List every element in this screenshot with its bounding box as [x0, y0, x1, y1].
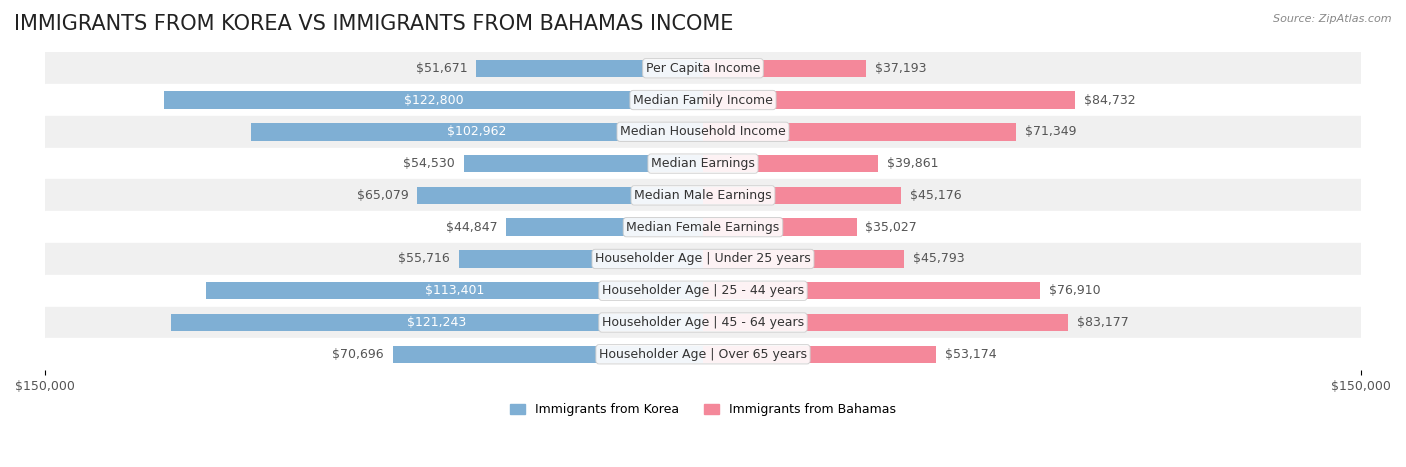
Bar	[172, 314, 703, 331]
Text: $45,793: $45,793	[912, 253, 965, 265]
Text: $45,176: $45,176	[910, 189, 962, 202]
Text: $84,732: $84,732	[1084, 93, 1135, 106]
Text: $121,243: $121,243	[408, 316, 467, 329]
Bar	[45, 243, 1361, 275]
Bar	[703, 314, 1069, 331]
Bar	[703, 155, 877, 172]
Bar	[458, 250, 703, 268]
Text: $83,177: $83,177	[1077, 316, 1129, 329]
Bar	[205, 282, 703, 299]
Bar	[45, 211, 1361, 243]
Text: $76,910: $76,910	[1049, 284, 1101, 297]
Bar	[703, 346, 936, 363]
Text: $71,349: $71,349	[1025, 125, 1076, 138]
Text: $55,716: $55,716	[398, 253, 450, 265]
Text: $44,847: $44,847	[446, 221, 498, 234]
Bar	[45, 275, 1361, 307]
Text: Median Female Earnings: Median Female Earnings	[627, 221, 779, 234]
Bar	[703, 123, 1017, 141]
Bar	[703, 91, 1074, 109]
Bar	[703, 250, 904, 268]
Bar	[45, 307, 1361, 339]
Bar	[703, 187, 901, 204]
Text: $54,530: $54,530	[404, 157, 456, 170]
Text: $53,174: $53,174	[945, 348, 997, 361]
Bar	[45, 84, 1361, 116]
Bar	[45, 339, 1361, 370]
Text: $102,962: $102,962	[447, 125, 506, 138]
Bar	[165, 91, 703, 109]
Text: IMMIGRANTS FROM KOREA VS IMMIGRANTS FROM BAHAMAS INCOME: IMMIGRANTS FROM KOREA VS IMMIGRANTS FROM…	[14, 14, 734, 34]
Text: $70,696: $70,696	[332, 348, 384, 361]
Bar	[418, 187, 703, 204]
Bar	[252, 123, 703, 141]
Text: $39,861: $39,861	[887, 157, 938, 170]
Text: Median Family Income: Median Family Income	[633, 93, 773, 106]
Text: Householder Age | 45 - 64 years: Householder Age | 45 - 64 years	[602, 316, 804, 329]
Text: Source: ZipAtlas.com: Source: ZipAtlas.com	[1274, 14, 1392, 24]
Bar	[703, 219, 856, 236]
Text: $122,800: $122,800	[404, 93, 464, 106]
Bar	[45, 148, 1361, 179]
Bar	[45, 52, 1361, 84]
Text: $65,079: $65,079	[357, 189, 409, 202]
Text: $51,671: $51,671	[416, 62, 468, 75]
Text: Per Capita Income: Per Capita Income	[645, 62, 761, 75]
Bar	[45, 179, 1361, 211]
Text: Median Household Income: Median Household Income	[620, 125, 786, 138]
Legend: Immigrants from Korea, Immigrants from Bahamas: Immigrants from Korea, Immigrants from B…	[505, 398, 901, 421]
Bar	[392, 346, 703, 363]
Text: Median Male Earnings: Median Male Earnings	[634, 189, 772, 202]
Text: $37,193: $37,193	[875, 62, 927, 75]
Bar	[45, 116, 1361, 148]
Bar	[703, 282, 1040, 299]
Text: Householder Age | Under 25 years: Householder Age | Under 25 years	[595, 253, 811, 265]
Bar	[506, 219, 703, 236]
Bar	[464, 155, 703, 172]
Text: Householder Age | Over 65 years: Householder Age | Over 65 years	[599, 348, 807, 361]
Text: Householder Age | 25 - 44 years: Householder Age | 25 - 44 years	[602, 284, 804, 297]
Bar	[703, 59, 866, 77]
Text: $35,027: $35,027	[866, 221, 917, 234]
Text: Median Earnings: Median Earnings	[651, 157, 755, 170]
Bar	[477, 59, 703, 77]
Text: $113,401: $113,401	[425, 284, 484, 297]
